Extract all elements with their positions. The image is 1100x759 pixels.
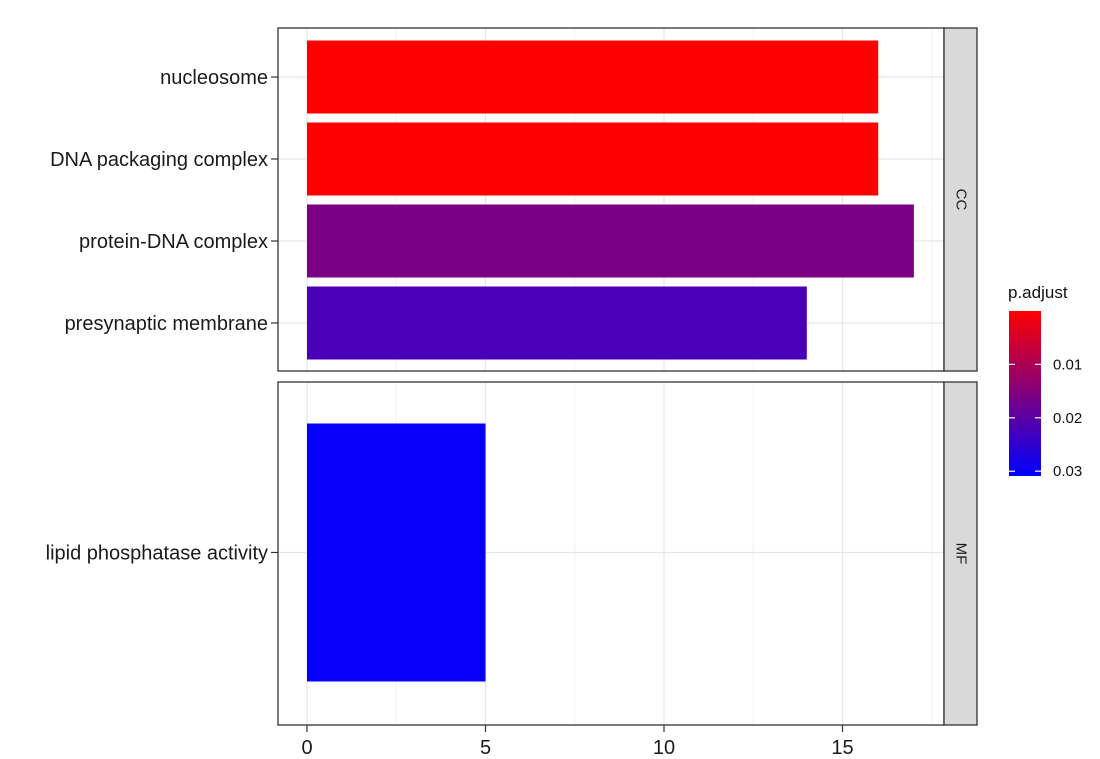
bar-nucleosome	[307, 40, 879, 114]
y-tick-label: DNA packaging complex	[50, 149, 268, 171]
bar-protein-dna-complex	[307, 204, 914, 278]
y-tick-label: lipid phosphatase activity	[46, 543, 268, 565]
panel-cc: nucleosome DNA packaging complex protein-D…	[50, 27, 978, 372]
legend-tick-label: 0.01	[1053, 356, 1082, 373]
y-tick-label: nucleosome	[160, 67, 268, 89]
facet-strip-label: CC	[953, 189, 970, 211]
panel-mf: lipid phosphatase activity MF	[46, 381, 978, 726]
y-tick-label: presynaptic membrane	[65, 313, 268, 335]
x-tick-label: 10	[653, 737, 675, 759]
facet-strip-label: MF	[953, 543, 970, 565]
x-tick-label: 15	[831, 737, 853, 759]
legend: p.adjust 0.01 0.02 0.03	[1008, 283, 1082, 480]
x-tick-label: 0	[301, 737, 312, 759]
bar-presynaptic-membrane	[307, 286, 807, 360]
legend-tick-label: 0.02	[1053, 410, 1082, 427]
legend-colorbar	[1009, 311, 1041, 476]
facet-strip	[943, 381, 978, 726]
legend-tick-label: 0.03	[1053, 463, 1082, 480]
x-axis: 0 5 10 15	[301, 725, 854, 759]
legend-title: p.adjust	[1008, 283, 1068, 302]
facet-strip	[943, 27, 978, 372]
bar-dna-packaging-complex	[307, 122, 879, 196]
y-tick-label: protein-DNA complex	[79, 231, 268, 253]
bar-lipid-phosphatase-activity	[307, 423, 486, 682]
x-tick-label: 5	[480, 737, 491, 759]
